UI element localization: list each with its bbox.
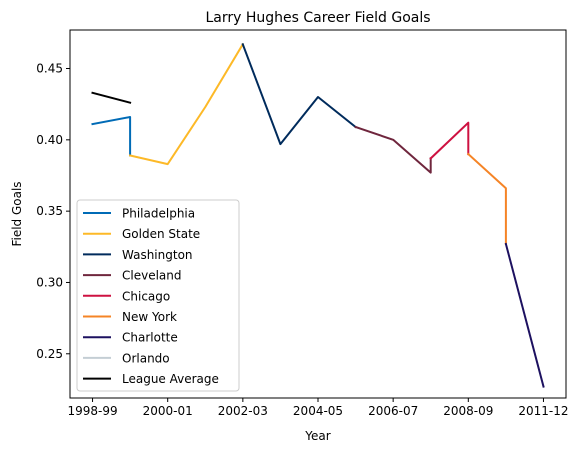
legend-label: Washington — [122, 248, 193, 262]
legend-label: Philadelphia — [122, 207, 195, 221]
y-tick-label: 0.30 — [36, 275, 63, 289]
x-tick-label: 2002-03 — [218, 404, 268, 418]
x-tick-label: 2004-05 — [293, 404, 343, 418]
x-tick-label: 2011-12 — [518, 404, 568, 418]
y-tick-label: 0.25 — [36, 347, 63, 361]
series-line-8 — [91, 91, 132, 104]
series-line-3 — [354, 125, 432, 174]
series-line-0 — [91, 116, 132, 157]
x-axis: 1998-99 2000-01 2002-03 2004-05 2006-07 2008-… — [67, 398, 569, 418]
series-line-6 — [504, 242, 545, 388]
x-axis-label: Year — [304, 429, 330, 443]
y-tick-label: 0.35 — [36, 204, 63, 218]
y-tick-label: 0.40 — [36, 133, 63, 147]
legend: Philadelphia Golden State Washington Clevel… — [76, 199, 240, 392]
series-line-2 — [241, 43, 358, 146]
legend-label: Charlotte — [122, 331, 178, 345]
legend-label: Golden State — [122, 227, 200, 241]
x-tick-label: 2008-09 — [443, 404, 493, 418]
legend-label: New York — [122, 310, 177, 324]
series-line-4 — [429, 121, 470, 160]
legend-label: Cleveland — [122, 269, 182, 283]
chart-title: Larry Hughes Career Field Goals — [205, 10, 430, 26]
x-tick-label: 2006-07 — [368, 404, 418, 418]
y-axis-label: Field Goals — [10, 181, 24, 246]
legend-frame — [76, 199, 240, 392]
legend-label: League Average — [122, 372, 219, 386]
series-layer — [91, 42, 545, 388]
series-line-5 — [466, 152, 507, 245]
y-tick-label: 0.45 — [36, 62, 63, 76]
legend-label: Chicago — [122, 289, 170, 303]
series-line-1 — [128, 42, 245, 166]
y-axis: 0.25 0.30 0.35 0.40 0.45 — [36, 62, 70, 361]
x-tick-label: 2000-01 — [143, 404, 193, 418]
x-tick-label: 1998-99 — [67, 404, 117, 418]
legend-label: Orlando — [122, 351, 170, 365]
